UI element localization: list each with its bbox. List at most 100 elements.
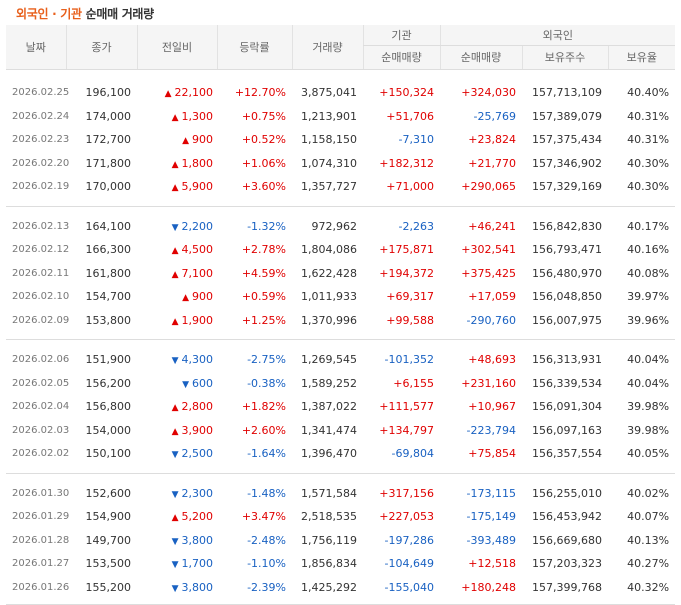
holdings-cell: 157,329,169 (522, 175, 608, 199)
col-header-foreign-net: 순매매량 (440, 45, 522, 69)
change-value: 4,300 (182, 353, 214, 366)
close-cell: 156,200 (66, 372, 137, 396)
close-cell: 164,100 (66, 215, 137, 239)
date-cell: 2026.02.24 (6, 105, 66, 129)
date-cell: 2026.01.26 (6, 576, 66, 600)
col-header-holdings: 보유주수 (522, 45, 608, 69)
volume-cell: 1,571,584 (292, 482, 363, 506)
change-value: 7,100 (182, 267, 214, 280)
close-cell: 155,200 (66, 576, 137, 600)
date-cell: 2026.02.06 (6, 348, 66, 372)
holdings-cell: 157,399,768 (522, 576, 608, 600)
change-value: 5,900 (182, 180, 214, 193)
col-header-inst-net: 순매매량 (363, 45, 440, 69)
rate-cell: +0.59% (217, 285, 292, 309)
rate-cell: -1.64% (217, 442, 292, 466)
triangle-up-icon: ▲ (172, 513, 179, 523)
ratio-cell: 39.98% (608, 419, 675, 443)
foreign-institution-table: 날짜 종가 전일비 등락률 거래량 기관 외국인 순매매량 순매매량 보유주수 … (6, 25, 675, 605)
date-cell: 2026.01.30 (6, 482, 66, 506)
rate-cell: -0.38% (217, 372, 292, 396)
change-cell: ▲900 (137, 128, 217, 152)
ratio-cell: 40.05% (608, 442, 675, 466)
volume-cell: 3,875,041 (292, 81, 363, 105)
foreign-net-cell: -290,760 (440, 309, 522, 333)
close-cell: 196,100 (66, 81, 137, 105)
triangle-up-icon: ▲ (172, 317, 179, 327)
inst-net-cell: +111,577 (363, 395, 440, 419)
col-group-foreign: 외국인 (440, 25, 675, 45)
date-cell: 2026.02.04 (6, 395, 66, 419)
change-value: 4,500 (182, 243, 214, 256)
group-divider (6, 466, 675, 482)
ratio-cell: 39.98% (608, 395, 675, 419)
foreign-net-cell: +21,770 (440, 152, 522, 176)
group-divider (6, 199, 675, 215)
rate-cell: -1.48% (217, 482, 292, 506)
date-cell: 2026.02.11 (6, 262, 66, 286)
change-cell: ▼2,200 (137, 215, 217, 239)
ratio-cell: 40.07% (608, 505, 675, 529)
rate-cell: +0.75% (217, 105, 292, 129)
ratio-cell: 40.16% (608, 238, 675, 262)
change-value: 1,700 (182, 557, 214, 570)
change-cell: ▼3,800 (137, 529, 217, 553)
triangle-down-icon: ▼ (172, 223, 179, 233)
date-cell: 2026.02.02 (6, 442, 66, 466)
triangle-down-icon: ▼ (172, 560, 179, 570)
holdings-cell: 156,255,010 (522, 482, 608, 506)
inst-net-cell: +71,000 (363, 175, 440, 199)
foreign-net-cell: +17,059 (440, 285, 522, 309)
close-cell: 166,300 (66, 238, 137, 262)
col-header-change: 전일비 (137, 25, 217, 70)
inst-net-cell: +99,588 (363, 309, 440, 333)
triangle-up-icon: ▲ (172, 403, 179, 413)
holdings-cell: 156,097,163 (522, 419, 608, 443)
rate-cell: -2.39% (217, 576, 292, 600)
change-value: 1,300 (182, 110, 214, 123)
col-group-institution: 기관 (363, 25, 440, 45)
foreign-net-cell: -175,149 (440, 505, 522, 529)
holdings-cell: 157,375,434 (522, 128, 608, 152)
rate-cell: +0.52% (217, 128, 292, 152)
foreign-net-cell: +48,693 (440, 348, 522, 372)
change-value: 900 (192, 133, 213, 146)
ratio-cell: 40.13% (608, 529, 675, 553)
date-cell: 2026.02.25 (6, 81, 66, 105)
volume-cell: 1,756,119 (292, 529, 363, 553)
triangle-up-icon: ▲ (182, 136, 189, 146)
holdings-cell: 156,453,942 (522, 505, 608, 529)
triangle-down-icon: ▼ (172, 356, 179, 366)
change-value: 1,800 (182, 157, 214, 170)
ratio-cell: 40.30% (608, 175, 675, 199)
holdings-cell: 156,339,534 (522, 372, 608, 396)
close-cell: 150,100 (66, 442, 137, 466)
change-cell: ▲4,500 (137, 238, 217, 262)
date-cell: 2026.02.09 (6, 309, 66, 333)
ratio-cell: 40.27% (608, 552, 675, 576)
foreign-net-cell: -393,489 (440, 529, 522, 553)
inst-net-cell: +6,155 (363, 372, 440, 396)
change-cell: ▲5,900 (137, 175, 217, 199)
inst-net-cell: +182,312 (363, 152, 440, 176)
rate-cell: +1.25% (217, 309, 292, 333)
close-cell: 172,700 (66, 128, 137, 152)
change-value: 600 (192, 377, 213, 390)
col-header-date: 날짜 (6, 25, 66, 70)
foreign-net-cell: -173,115 (440, 482, 522, 506)
volume-cell: 1,804,086 (292, 238, 363, 262)
triangle-up-icon: ▲ (172, 183, 179, 193)
inst-net-cell: +150,324 (363, 81, 440, 105)
inst-net-cell: -197,286 (363, 529, 440, 553)
